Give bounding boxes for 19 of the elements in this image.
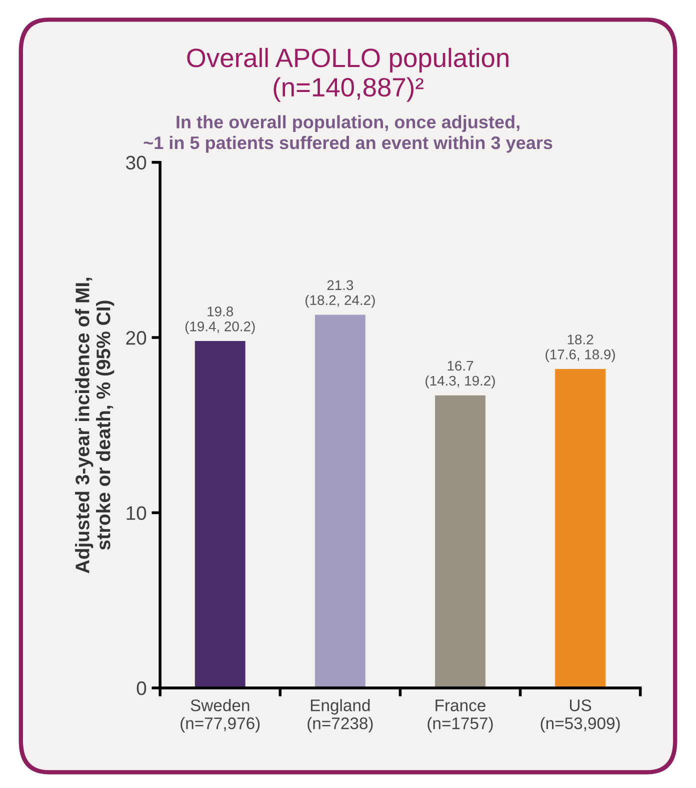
y-tick-label: 20 — [126, 330, 146, 345]
bar — [194, 341, 246, 688]
x-tick-label: England (n=7238) — [308, 699, 373, 733]
chart-subtitle: In the overall population, once adjusted, ~1 in 5 patients suffered an event within 3 years — [144, 115, 552, 153]
chart-title: Overall APOLLO population (n=140,887)² — [187, 48, 508, 102]
bar — [435, 395, 486, 688]
data-label: 18.2 (17.6, 18.9) — [546, 334, 615, 362]
y-axis-title: Adjusted 3-year incidence of MI, stroke or death, % (95% CI) — [75, 278, 114, 574]
y-tick-label: 30 — [126, 156, 146, 170]
data-label: 21.3 (18.2, 24.2) — [306, 280, 375, 308]
x-tick-label: France (n=1757) — [428, 700, 493, 733]
bar — [314, 314, 366, 688]
x-tick-label: US (n=53,909) — [540, 699, 620, 733]
y-tick-label: 0 — [136, 681, 146, 696]
y-tick-label: 10 — [126, 506, 146, 520]
data-label: 19.8 (19.4, 20.2) — [185, 306, 255, 334]
data-label: 16.7 (14.3, 19.2) — [426, 360, 495, 388]
bar — [555, 369, 606, 688]
x-tick-label: Sweden (n=77,976) — [180, 699, 260, 733]
